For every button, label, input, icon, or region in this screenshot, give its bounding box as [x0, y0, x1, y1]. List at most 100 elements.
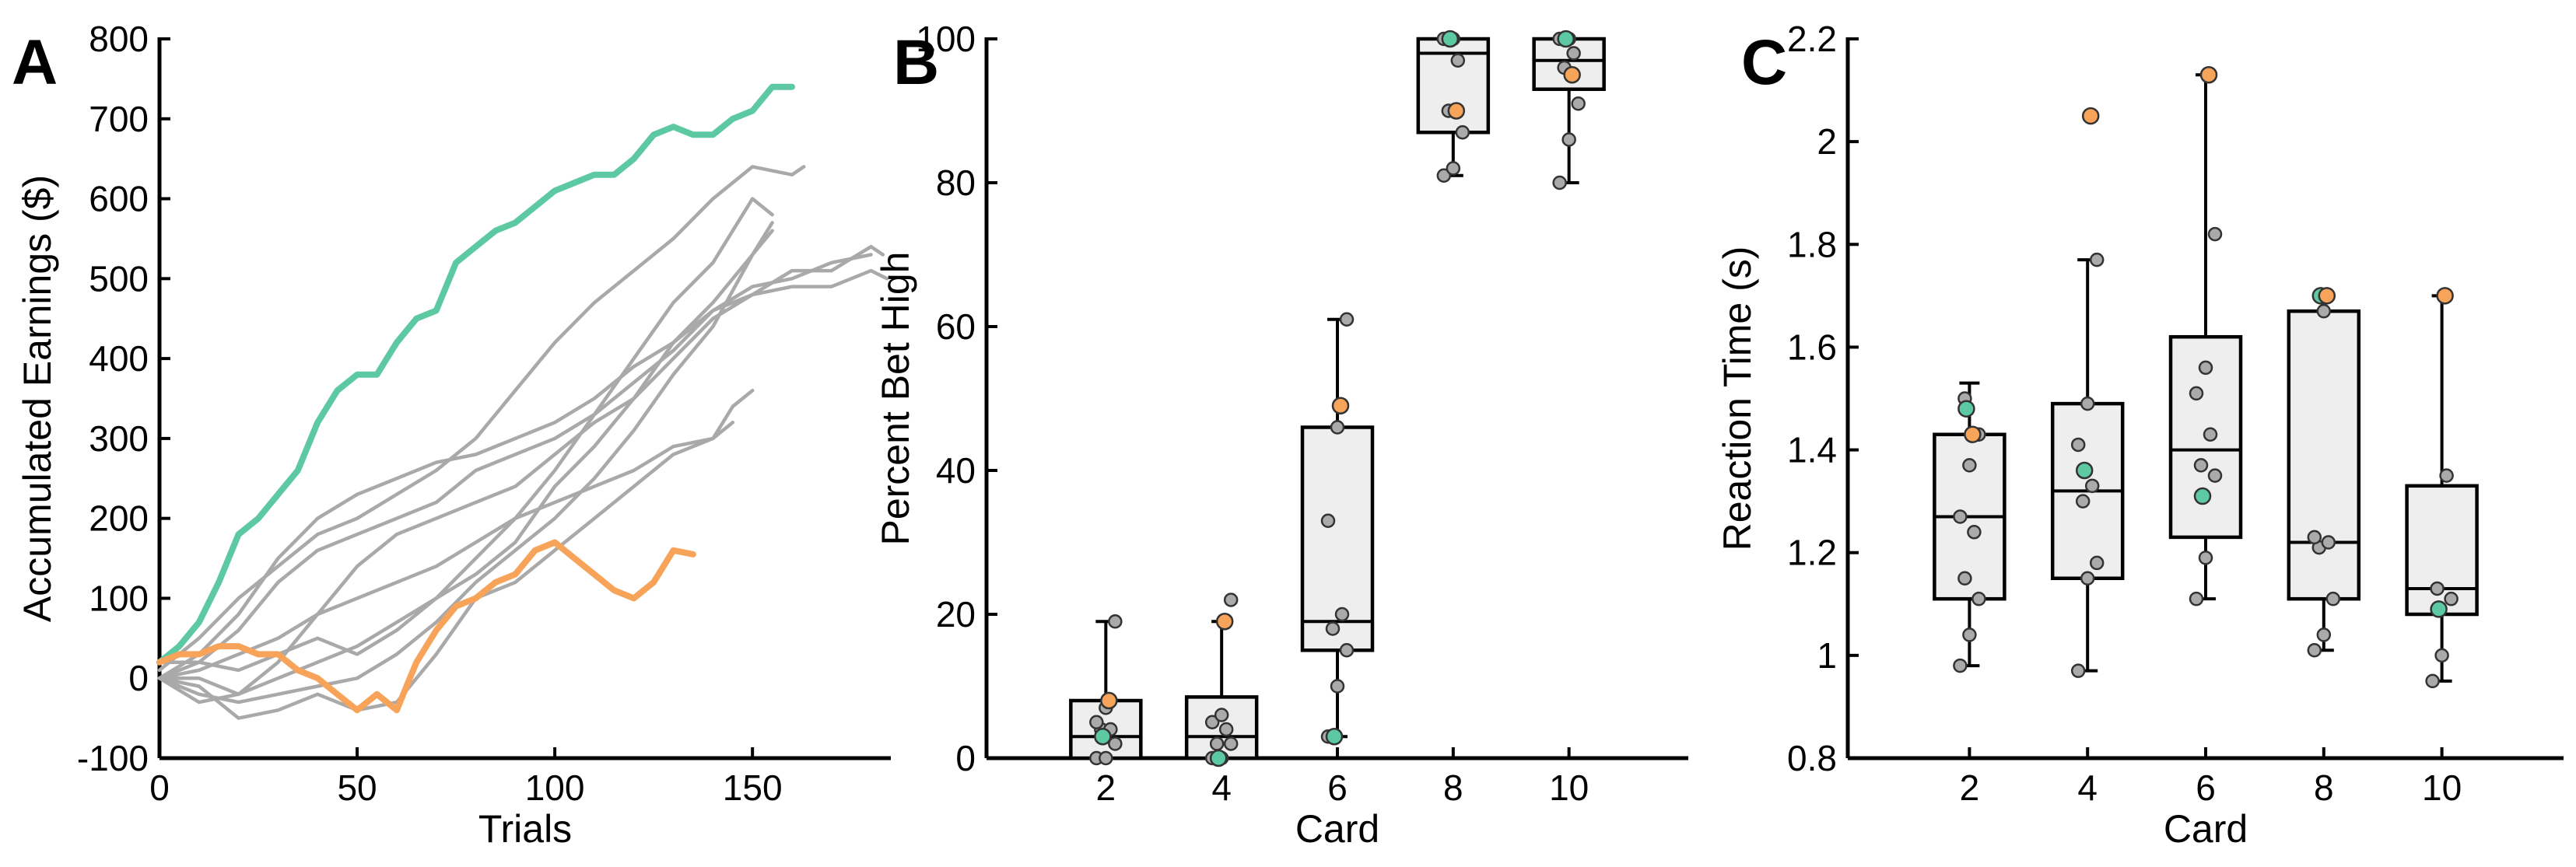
panel-a-y-tick-label: 100	[89, 578, 149, 618]
panel-b-point	[1446, 161, 1461, 176]
panel-c-point	[1971, 591, 1986, 607]
panel-c-point	[2434, 648, 2449, 663]
panel-a-y-tick-label: 200	[89, 498, 149, 539]
panel-c-point	[2307, 643, 2322, 658]
panel-c-point	[2425, 673, 2440, 689]
panel-c-point	[2307, 530, 2322, 545]
panel-c-point	[2325, 591, 2341, 607]
panel-c-point-green	[2193, 487, 2212, 505]
panel-b-point-orange	[1563, 66, 1581, 84]
panel-c-point	[1962, 628, 1977, 642]
panel-c-y-tick-label: 2	[1817, 121, 1837, 162]
panel-c-point	[1967, 525, 1982, 540]
panel-c-point-green	[1957, 400, 1975, 418]
panel-b-point-orange	[1447, 102, 1466, 120]
panel-a-series-green	[156, 83, 795, 666]
panel-b-point-green	[1557, 30, 1575, 48]
panel-a-x-axis-label: Trials	[478, 807, 572, 851]
panel-c-y-tick-label: 1	[1817, 635, 1837, 676]
panel-b-point	[1339, 312, 1355, 327]
panel-c-x-tick-label: 6	[2196, 767, 2216, 808]
panel-a-y-tick-label: 700	[89, 99, 149, 139]
panel-a-series-gray-4	[157, 268, 889, 697]
panel-b-point	[1108, 736, 1123, 751]
panel-b-x-axis-label: Card	[1295, 807, 1379, 851]
panel-c-point	[2089, 252, 2105, 267]
panel-letter-c: C	[1741, 27, 1787, 98]
panel-b-point	[1325, 621, 1341, 636]
panel-b-x-tick-label: 2	[1096, 767, 1116, 808]
panel-a-x-tick-label: 50	[337, 767, 377, 808]
panel-b-x-tick-label: 6	[1327, 767, 1348, 808]
panel-a-series-gray-3	[157, 165, 806, 673]
panel-b-x-tick-label: 8	[1443, 767, 1463, 808]
panel-b-point	[1108, 614, 1123, 629]
panel-c-point	[1957, 571, 1972, 586]
panel-c-x-axis-label: Card	[2164, 807, 2248, 851]
panel-a-series-gray-2	[157, 244, 885, 664]
panel-a-y-tick-label: 500	[89, 258, 149, 299]
panel-c-x-tick-label: 4	[2077, 767, 2098, 808]
panel-c-point	[2198, 551, 2213, 565]
panel-a-x-tick-label: 100	[525, 767, 585, 808]
panel-c-point-orange	[2318, 287, 2336, 305]
panel-c-x-tick-label: 2	[1960, 767, 1980, 808]
panel-b-point	[1330, 420, 1345, 435]
panel-b-point	[1552, 175, 1567, 191]
panel-a-series-gray-1	[157, 253, 873, 680]
panel-c-point	[1953, 509, 1968, 524]
panel-a-x-tick-label: 0	[149, 767, 170, 808]
panel-c-point	[2316, 303, 2332, 319]
panel-b-point	[1099, 750, 1113, 766]
panel-a-series-orange	[156, 539, 696, 714]
panel-a-series-gray-5	[157, 197, 774, 704]
panel-c-point-orange	[2199, 66, 2218, 84]
panel-b-point	[1436, 168, 1452, 183]
panel-c-box-10	[2405, 484, 2479, 617]
panel-b-point	[1330, 679, 1345, 694]
panel-letter-a: A	[12, 27, 58, 98]
panel-c-point	[2070, 663, 2086, 678]
panel-c-point	[1953, 658, 1968, 673]
panel-a-y-tick-label: -100	[77, 738, 149, 778]
panel-c-point	[2198, 360, 2213, 376]
panel-b-point-orange	[1100, 691, 1118, 710]
panel-b-point-green	[1441, 30, 1460, 48]
panel-c-y-tick-label: 1.8	[1787, 224, 1837, 264]
panel-b-point	[1209, 736, 1225, 751]
panel-b-y-axis-label: Percent Bet High	[874, 252, 917, 546]
panel-b-point-green	[1094, 728, 1112, 746]
panel-c-point	[2070, 437, 2086, 453]
panel-a-x-tick-label: 150	[723, 767, 783, 808]
panel-b-y-tick-label: 100	[916, 19, 976, 59]
panel-c-y-tick-label: 1.2	[1787, 533, 1837, 573]
panel-b-point	[1089, 715, 1104, 729]
panel-a-y-axis-label: Accumulated Earnings ($)	[16, 175, 59, 622]
panel-c-point	[1962, 458, 1977, 473]
panel-a-series-gray-9	[157, 229, 774, 680]
panel-b-point	[1223, 736, 1239, 751]
panel-c-box-8	[2287, 309, 2361, 601]
panel-b-y-tick-label: 60	[936, 306, 976, 347]
panel-a-y-tick-label: 800	[89, 19, 149, 59]
panel-b-point	[1204, 715, 1220, 729]
panel-c-x-tick-label: 8	[2314, 767, 2334, 808]
panel-b-y-tick-label: 0	[955, 738, 976, 778]
panel-c-point-orange	[1964, 425, 1982, 443]
panel-c-point	[2080, 571, 2095, 586]
panel-b-point-green	[1209, 749, 1228, 767]
panel-c-point-orange	[2436, 287, 2454, 305]
panel-b-point	[1561, 132, 1576, 147]
panel-b-y-tick-label: 40	[936, 450, 976, 491]
panel-c-point	[2207, 226, 2223, 242]
panel-c-point	[2189, 386, 2204, 401]
panel-c-y-tick-label: 1.6	[1787, 327, 1837, 367]
panel-c-y-tick-label: 0.8	[1787, 738, 1837, 778]
panel-c-point	[2075, 494, 2091, 509]
panel-b-point	[1223, 593, 1239, 607]
panel-b-y-tick-label: 80	[936, 163, 976, 203]
panel-c-point	[2316, 628, 2332, 642]
panel-b-point	[1571, 96, 1586, 111]
panel-letter-b: B	[893, 27, 939, 98]
